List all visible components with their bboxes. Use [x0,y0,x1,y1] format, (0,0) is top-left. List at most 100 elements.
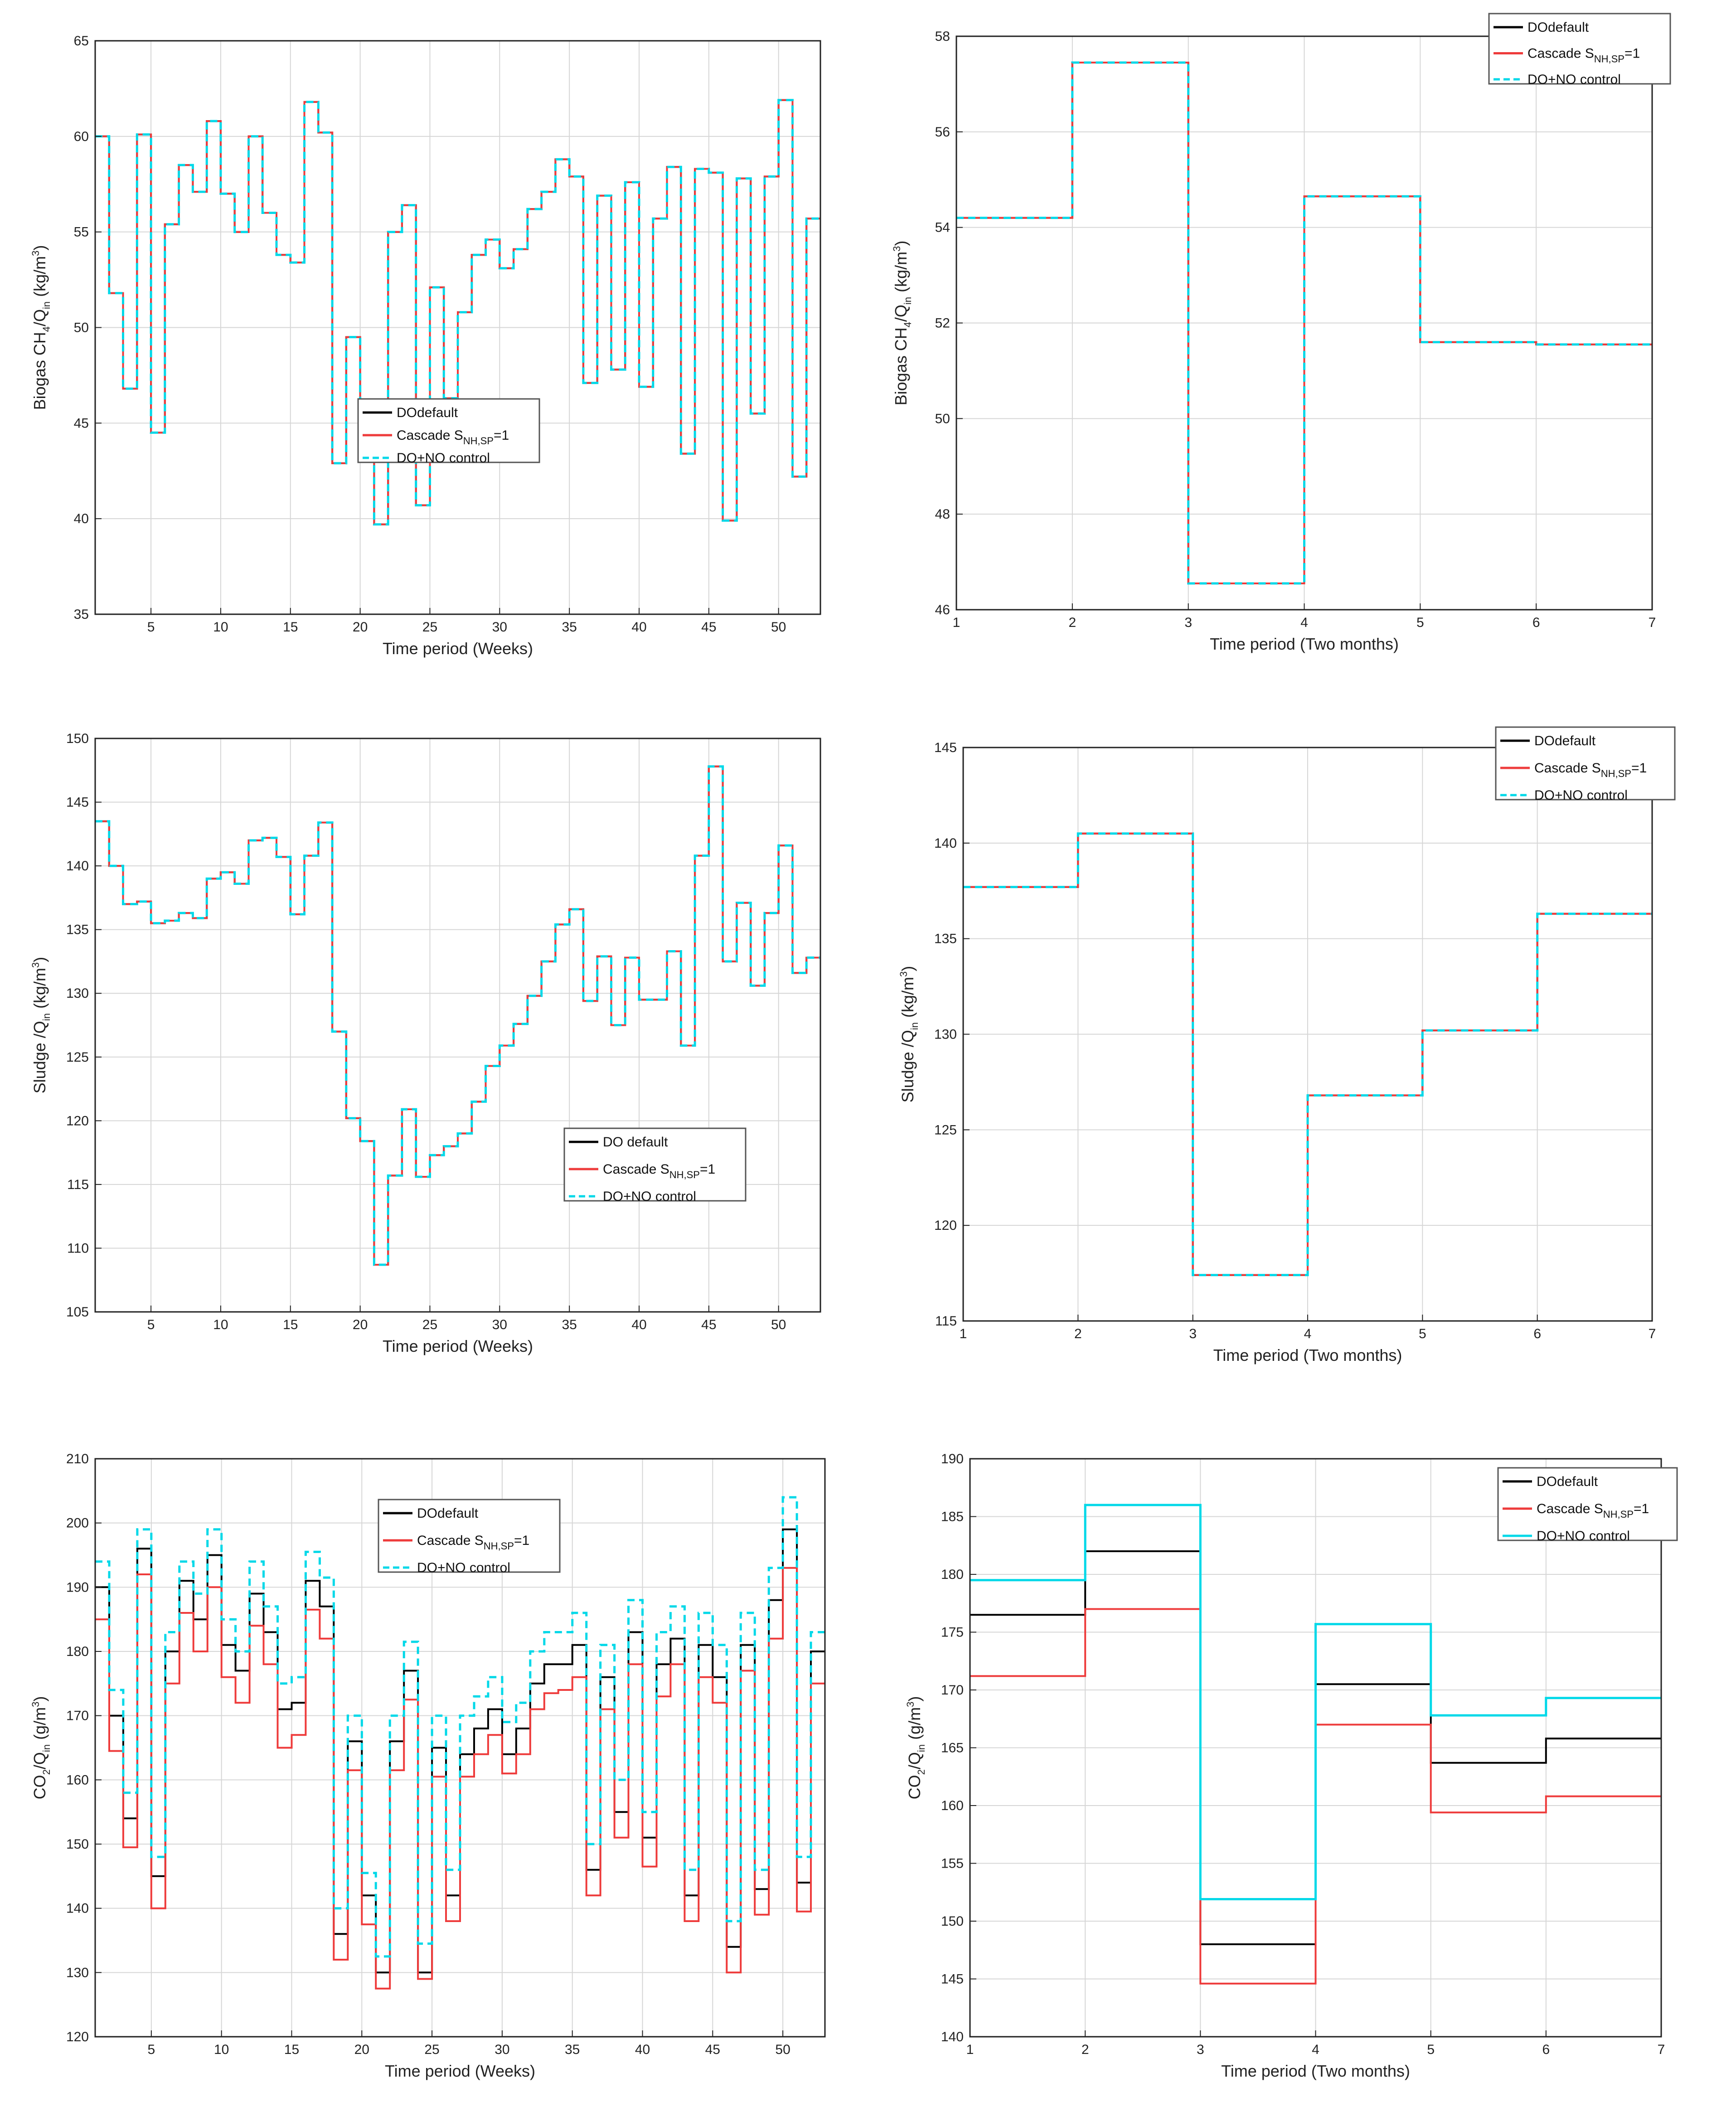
x-tick-label: 5 [147,620,155,635]
y-tick-label: 150 [66,1837,89,1852]
legend-entry-1: DOdefault [1527,20,1589,35]
chart-panel-5: 5 10 15 20 25 30 35 40 45 50 120 130 140 150 160 170 180… [30,1452,826,2080]
x-tick-label: 3 [1189,1326,1197,1341]
y-axis-label: Sludge /Qin (kg/m3) [30,957,52,1094]
chart-panel-3: 5 10 15 20 25 30 35 40 45 50 105 110 115 120 125 130 135… [30,731,821,1355]
y-tick-label: 135 [66,922,89,937]
y-tick-label: 165 [941,1741,964,1756]
y-axis-label: Biogas CH4/Qin (kg/m3) [891,241,913,406]
x-tick-label: 20 [353,1317,368,1332]
x-tick-label: 10 [214,2042,229,2057]
x-tick-label: 2 [1081,2042,1089,2057]
x-tick-label: 30 [492,620,507,635]
x-tick-label: 3 [1197,2042,1204,2057]
legend-box [563,1127,747,1202]
y-tick-label: 185 [941,1510,964,1524]
x-tick-label: 7 [1649,1326,1656,1341]
x-tick-label: 15 [283,620,298,635]
x-tick-label: 10 [213,620,228,635]
y-tick-label: 145 [934,740,957,755]
y-tick-label: 155 [941,1856,964,1871]
legend-entry-3: DO+NO control [1534,788,1628,803]
y-tick-label: 65 [74,34,89,49]
legend-entry-3: DO+NO control [1527,72,1621,87]
legend-entry-3: DO+NO control [417,1560,510,1575]
x-tick-label: 6 [1533,1326,1541,1341]
x-tick-label: 25 [422,620,437,635]
legend: DOdefault Cascade SNH,SP=1 DO+NO control [378,1499,561,1575]
x-tick-label: 20 [354,2042,369,2057]
legend-box [378,1499,561,1573]
legend-entry-1: DOdefault [1534,733,1596,748]
x-tick-label: 5 [1427,2042,1435,2057]
x-tick-label: 15 [283,1317,298,1332]
x-tick-label: 45 [705,2042,720,2057]
series-line-3 [95,99,820,526]
legend-box [357,398,540,463]
y-tick-label: 140 [66,859,89,874]
y-tick-label: 210 [66,1452,89,1466]
y-tick-label: 145 [941,1972,964,1987]
y-tick-label: 170 [66,1709,89,1723]
x-tick-label: 2 [1074,1326,1082,1341]
x-tick-label: 25 [422,1317,437,1332]
y-tick-label: 50 [74,320,89,335]
y-tick-label: 135 [934,932,957,947]
x-tick-label: 50 [771,1317,786,1332]
x-tick-label: 20 [353,620,368,635]
y-tick-label: 160 [941,1798,964,1813]
y-tick-label: 190 [66,1580,89,1595]
x-tick-label: 7 [1658,2042,1665,2057]
series-line-3 [970,1504,1661,1900]
y-tick-label: 125 [66,1050,89,1065]
x-tick-label: 4 [1300,615,1308,630]
x-tick-label: 30 [495,2042,509,2057]
x-tick-label: 50 [771,620,786,635]
chart-panel-6: 1 2 3 4 5 6 7 140 145 150 155 160 165 170 175 180 185 190… [905,1452,1678,2080]
x-tick-label: 40 [631,1317,646,1332]
x-tick-label: 1 [960,1326,967,1341]
x-tick-label: 1 [966,2042,974,2057]
y-tick-label: 115 [935,1314,957,1329]
legend-box [1497,1467,1678,1541]
x-tick-label: 35 [562,1317,577,1332]
y-tick-label: 130 [934,1027,957,1042]
y-tick-label: 40 [74,511,89,526]
y-tick-label: 160 [66,1772,89,1787]
y-tick-label: 48 [935,507,950,522]
y-tick-label: 50 [935,411,950,426]
x-tick-label: 2 [1068,615,1076,630]
y-tick-label: 190 [941,1452,964,1466]
x-tick-label: 1 [953,615,960,630]
legend: DOdefault Cascade SNH,SP=1 DO+NO control [357,398,540,466]
legend-entry-1: DOdefault [417,1506,479,1521]
y-tick-label: 140 [66,1901,89,1916]
y-axis-label: CO2/Qin (g/m3) [905,1696,927,1800]
x-tick-label: 45 [701,620,716,635]
legend-entry-1: DOdefault [397,405,458,420]
x-tick-label: 5 [1416,615,1424,630]
x-axis-label: Time period (Two months) [1221,2062,1410,2080]
legend-entry-2: Cascade SNH,SP=1 [1527,46,1640,65]
x-axis-label: Time period (Weeks) [383,639,533,658]
legend: DO default Cascade SNH,SP=1 DO+NO control [563,1127,747,1204]
y-tick-label: 120 [66,1113,89,1128]
chart-panel-1: 5 10 15 20 25 30 35 40 45 50 35 40 45 50 55 60 65 Time pe… [30,34,821,658]
x-axis-label: Time period (Weeks) [385,2062,535,2080]
series-line-3 [95,1496,825,1958]
plot-area [95,738,820,1312]
legend: DOdefault Cascade SNH,SP=1 DO+NO control [1495,726,1676,803]
x-tick-label: 35 [562,620,577,635]
x-tick-label: 6 [1532,615,1540,630]
x-tick-label: 3 [1184,615,1192,630]
y-axis-label: Biogas CH4/Qin (kg/m3) [30,245,52,410]
y-tick-label: 150 [941,1914,964,1929]
y-tick-label: 45 [74,416,89,431]
y-tick-label: 58 [935,29,950,44]
legend-entry-1: DO default [603,1135,668,1150]
x-tick-label: 40 [631,620,646,635]
series-line-3 [963,832,1652,1277]
y-tick-label: 180 [66,1644,89,1659]
legend-entry-2: Cascade SNH,SP=1 [603,1162,715,1180]
y-tick-label: 125 [934,1122,957,1137]
